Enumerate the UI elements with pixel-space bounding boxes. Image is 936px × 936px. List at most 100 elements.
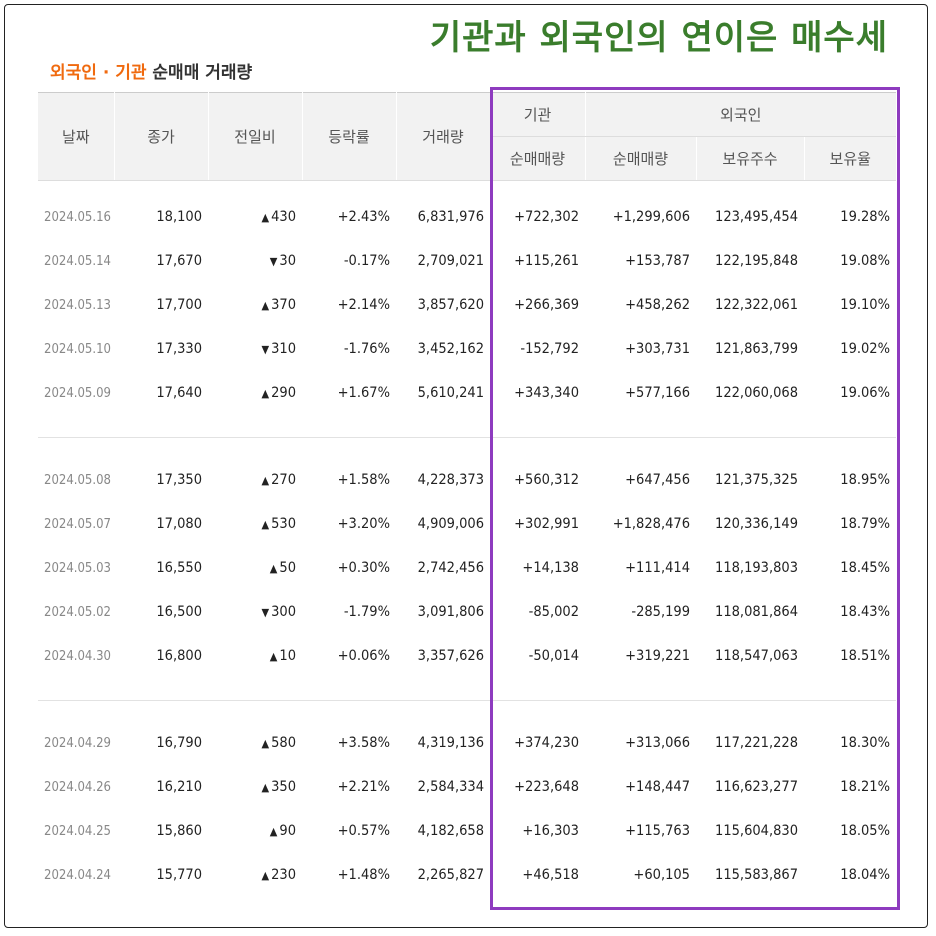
cell-change: ▲ 350: [208, 765, 302, 809]
cell-inst-net: +46,518: [522, 867, 579, 883]
cell-foreign-shares: 120,336,149: [715, 516, 798, 532]
cell-volume: 3,452,162: [417, 341, 484, 357]
cell-rate: +2.14%: [337, 297, 390, 313]
cell-inst-net: +722,302: [514, 209, 579, 225]
cell-foreign-shares: 121,375,325: [715, 472, 798, 488]
cell-foreign-ratio: 18.95%: [840, 472, 890, 488]
cell-foreign-shares: 118,547,063: [715, 648, 798, 664]
cell-close: 17,330: [156, 341, 202, 357]
cell-foreign-ratio: 18.04%: [840, 867, 890, 883]
cell-foreign-ratio: 19.28%: [840, 209, 890, 225]
cell-inst-net: -85,002: [528, 604, 579, 620]
change-value: 90: [279, 823, 296, 839]
cell-inst-net: +223,648: [514, 779, 579, 795]
table-row: 2024.05.08 17,350 ▲ 270 +1.58% 4,228,373 +560,…: [38, 458, 896, 502]
cell-date: 2024.05.07: [44, 516, 111, 532]
change-value: 310: [271, 341, 296, 357]
section-title-rest: 순매매 거래량: [152, 63, 253, 83]
table-row: 2024.05.03 16,550 ▲ 50 +0.30% 2,742,456 +14,13…: [38, 546, 896, 590]
cell-close: 17,640: [156, 385, 202, 401]
table-row: 2024.05.02 16,500 ▼ 300 -1.79% 3,091,806 -85,0…: [38, 590, 896, 634]
cell-foreign-shares: 123,495,454: [715, 209, 798, 225]
triangle-down-icon: ▼: [261, 343, 270, 356]
cell-change: ▼ 30: [208, 239, 302, 283]
triangle-up-icon: ▲: [261, 869, 270, 882]
cell-close: 17,080: [156, 516, 202, 532]
cell-rate: +2.43%: [337, 209, 390, 225]
group-divider: [38, 678, 896, 701]
group-spacer: [38, 701, 896, 722]
triangle-up-icon: ▲: [269, 562, 278, 575]
change-value: 30: [279, 253, 296, 269]
table-row: 2024.04.29 16,790 ▲ 580 +3.58% 4,319,136 +374,…: [38, 721, 896, 765]
header-foreign-ratio: 보유율: [804, 136, 896, 181]
triangle-up-icon: ▲: [261, 518, 270, 531]
cell-volume: 3,091,806: [417, 604, 484, 620]
cell-rate: +2.21%: [337, 779, 390, 795]
cell-volume: 4,319,136: [417, 735, 484, 751]
change-value: 530: [271, 516, 296, 532]
cell-date: 2024.04.24: [44, 867, 111, 883]
cell-change: ▲ 10: [208, 634, 302, 678]
change-value: 10: [279, 648, 296, 664]
group-spacer: [38, 438, 896, 459]
table-row: 2024.04.25 15,860 ▲ 90 +0.57% 4,182,658 +16,30…: [38, 809, 896, 853]
header-change: 전일비: [208, 92, 303, 181]
cell-rate: +0.30%: [337, 560, 390, 576]
cell-inst-net: -152,792: [520, 341, 579, 357]
cell-inst-net: -50,014: [528, 648, 579, 664]
triangle-up-icon: ▲: [269, 650, 278, 663]
cell-change: ▲ 290: [208, 371, 302, 415]
cell-foreign-net: +153,787: [625, 253, 690, 269]
cell-date: 2024.05.03: [44, 560, 111, 576]
cell-foreign-ratio: 18.45%: [840, 560, 890, 576]
cell-change: ▲ 50: [208, 546, 302, 590]
cell-foreign-net: +148,447: [625, 779, 690, 795]
cell-volume: 3,857,620: [417, 297, 484, 313]
cell-date: 2024.04.25: [44, 823, 111, 839]
header-institution: 기관: [490, 92, 586, 137]
cell-foreign-net: +577,166: [625, 385, 690, 401]
cell-foreign-shares: 118,193,803: [715, 560, 798, 576]
cell-volume: 5,610,241: [417, 385, 484, 401]
cell-volume: 2,584,334: [417, 779, 484, 795]
cell-foreign-ratio: 18.30%: [840, 735, 890, 751]
cell-foreign-net: +1,299,606: [612, 209, 690, 225]
header-date: 날짜: [38, 92, 115, 181]
change-value: 430: [271, 209, 296, 225]
cell-change: ▲ 580: [208, 721, 302, 765]
cell-rate: +1.48%: [337, 867, 390, 883]
cell-date: 2024.05.14: [44, 253, 111, 269]
cell-date: 2024.04.29: [44, 735, 111, 751]
triangle-down-icon: ▼: [269, 255, 278, 268]
cell-close: 15,860: [156, 823, 202, 839]
cell-volume: 3,357,626: [417, 648, 484, 664]
cell-close: 17,670: [156, 253, 202, 269]
cell-date: 2024.05.02: [44, 604, 111, 620]
cell-foreign-shares: 117,221,228: [715, 735, 798, 751]
cell-date: 2024.04.30: [44, 648, 111, 664]
cell-foreign-net: +115,763: [625, 823, 690, 839]
cell-foreign-net: +458,262: [625, 297, 690, 313]
header-foreign-net: 순매매량: [585, 136, 697, 181]
cell-rate: -1.76%: [343, 341, 390, 357]
cell-change: ▼ 300: [208, 590, 302, 634]
cell-foreign-net: +1,828,476: [612, 516, 690, 532]
change-value: 290: [271, 385, 296, 401]
triangle-up-icon: ▲: [261, 781, 270, 794]
cell-rate: +1.58%: [337, 472, 390, 488]
cell-foreign-net: -285,199: [631, 604, 690, 620]
change-value: 350: [271, 779, 296, 795]
cell-change: ▲ 230: [208, 853, 302, 897]
cell-rate: +1.67%: [337, 385, 390, 401]
cell-volume: 2,709,021: [417, 253, 484, 269]
cell-foreign-shares: 118,081,864: [715, 604, 798, 620]
cell-close: 16,500: [156, 604, 202, 620]
triangle-up-icon: ▲: [261, 299, 270, 312]
cell-close: 15,770: [156, 867, 202, 883]
cell-close: 16,550: [156, 560, 202, 576]
table-row: 2024.04.24 15,770 ▲ 230 +1.48% 2,265,827 +46,5…: [38, 853, 896, 897]
cell-foreign-net: +313,066: [625, 735, 690, 751]
cell-date: 2024.05.09: [44, 385, 111, 401]
table-row: 2024.05.13 17,700 ▲ 370 +2.14% 3,857,620 +266,…: [38, 283, 896, 327]
